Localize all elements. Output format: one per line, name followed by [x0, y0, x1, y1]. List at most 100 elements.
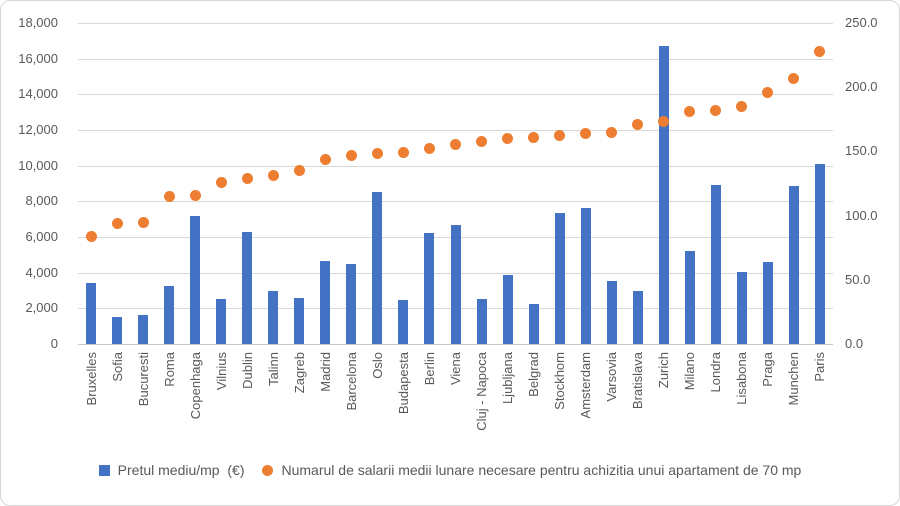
x-label-zagreb: Zagreb: [291, 352, 307, 394]
price-bar-cluj-napoca: [476, 299, 487, 344]
x-label-cell: Bruxelles: [78, 352, 104, 452]
left-axis-tick: 10,000: [18, 157, 58, 173]
x-label-cell: Viena: [442, 352, 468, 452]
x-label-cell: Barcelona: [338, 352, 364, 452]
price-bar-vilnius: [216, 299, 227, 344]
salary-dot-amsterdam: [580, 127, 592, 139]
x-label-cell: Bratislava: [625, 352, 651, 452]
x-label-cell: Berlin: [416, 352, 442, 452]
left-axis-tick: 4,000: [25, 264, 58, 280]
x-label-cell: Zagreb: [286, 352, 312, 452]
salary-dot-ljubljana: [502, 133, 514, 145]
price-bar-lisabona: [736, 271, 747, 344]
price-bar-viena: [450, 224, 461, 344]
x-label-roma: Roma: [161, 352, 177, 387]
x-label-stockhom: Stockhom: [552, 352, 568, 410]
x-label-cell: Londra: [703, 352, 729, 452]
x-label-cell: Lisabona: [729, 352, 755, 452]
x-label-oslo: Oslo: [369, 352, 385, 379]
salary-dot-barcelona: [345, 149, 357, 161]
gridline: [78, 94, 833, 96]
bar-series-swatch-icon: [98, 464, 110, 476]
price-bar-oslo: [372, 192, 383, 344]
price-bar-dublin: [242, 231, 253, 344]
left-axis-tick: 16,000: [18, 50, 58, 66]
price-bar-londra: [710, 185, 721, 344]
price-bar-amsterdam: [580, 208, 591, 344]
left-axis-tick: 18,000: [18, 15, 58, 30]
x-label-dublin: Dublin: [239, 352, 255, 389]
left-axis-labels: 18,000 16,000 14,000 12,000 10,000 8,000 6,000…: [1, 1, 68, 505]
salary-dot-madrid: [319, 153, 331, 165]
price-bar-berlin: [424, 233, 435, 344]
price-bar-talinn: [268, 290, 279, 344]
x-label-cell: Sofia: [104, 352, 130, 452]
x-label-cell: Amsterdam: [573, 352, 599, 452]
gridline: [78, 23, 833, 24]
price-bar-barcelona: [346, 263, 357, 344]
x-label-cell: Oslo: [364, 352, 390, 452]
right-axis-tick: 100.0: [845, 207, 878, 223]
right-axis-tick: 200.0: [845, 79, 878, 95]
x-label-talinn: Talinn: [265, 352, 281, 386]
legend: Pretul mediu/mp (€) Numarul de salarii m…: [1, 462, 899, 478]
gridline: [78, 165, 833, 167]
price-bar-ljubljana: [502, 275, 513, 344]
x-label-munchen: Munchen: [786, 352, 802, 406]
x-label-cell: Talinn: [260, 352, 286, 452]
price-bar-bruxelles: [86, 283, 97, 344]
x-label-cell: Vilnius: [208, 352, 234, 452]
salary-dot-varsovia: [606, 126, 618, 138]
salary-dot-milano: [684, 106, 696, 118]
x-label-amsterdam: Amsterdam: [578, 352, 594, 419]
salary-dot-budapesta: [397, 147, 409, 159]
legend-item-price: Pretul mediu/mp (€): [98, 462, 245, 478]
x-label-copenhaga: Copenhaga: [187, 352, 203, 420]
price-bar-paris: [814, 163, 825, 344]
salary-dot-paris: [814, 45, 826, 57]
legend-label-salaries: Numarul de salarii medii lunare necesare…: [281, 462, 802, 478]
x-label-bruxelles: Bruxelles: [83, 352, 99, 406]
x-label-cell: Bucuresti: [130, 352, 156, 452]
gridline: [78, 58, 833, 60]
price-bar-bucuresti: [138, 315, 149, 344]
x-label-cell: Copenhaga: [182, 352, 208, 452]
salary-dot-bruxelles: [85, 230, 97, 242]
right-axis-tick: 50.0: [845, 271, 871, 287]
x-axis-labels: Bruxelles Sofia Bucuresti Roma Copenhaga Viln…: [78, 352, 833, 452]
x-label-cell: Praga: [755, 352, 781, 452]
x-label-budapesta: Budapesta: [395, 352, 411, 415]
plot-area: [78, 23, 833, 345]
salary-dot-munchen: [788, 72, 800, 84]
price-bar-zagreb: [294, 297, 305, 344]
right-axis-tick: 0.0: [845, 336, 864, 351]
x-label-praga: Praga: [760, 352, 776, 387]
salary-dot-oslo: [371, 148, 383, 160]
x-label-sofia: Sofia: [109, 352, 125, 382]
x-label-cell: Roma: [156, 352, 182, 452]
right-axis-tick: 150.0: [845, 143, 878, 159]
salary-dot-talinn: [267, 170, 279, 182]
x-label-cluj-napoca: Cluj - Napoca: [473, 352, 489, 431]
x-label-milano: Milano: [682, 352, 698, 391]
x-label-cell: Dublin: [234, 352, 260, 452]
salary-dot-viena: [450, 139, 461, 151]
salary-dot-bucuresti: [137, 216, 149, 228]
left-axis-tick: 0: [50, 336, 58, 351]
x-label-barcelona: Barcelona: [343, 352, 359, 411]
legend-item-salaries: Numarul de salarii medii lunare necesare…: [262, 462, 801, 478]
legend-label-price: Pretul mediu/mp (€): [117, 462, 245, 478]
price-bar-praga: [762, 261, 773, 344]
price-bar-belgrad: [528, 303, 539, 344]
x-label-cell: Zurich: [651, 352, 677, 452]
x-label-berlin: Berlin: [421, 352, 437, 386]
x-label-cell: Cluj - Napoca: [468, 352, 494, 452]
salary-dot-sofia: [111, 217, 123, 229]
price-bar-bratislava: [632, 290, 643, 344]
left-axis-tick: 6,000: [25, 229, 58, 244]
salary-dot-copenhaga: [189, 189, 201, 201]
salary-dot-cluj-napoca: [476, 135, 488, 147]
x-label-cell: Belgrad: [521, 352, 547, 452]
salary-dot-dublin: [241, 172, 253, 184]
